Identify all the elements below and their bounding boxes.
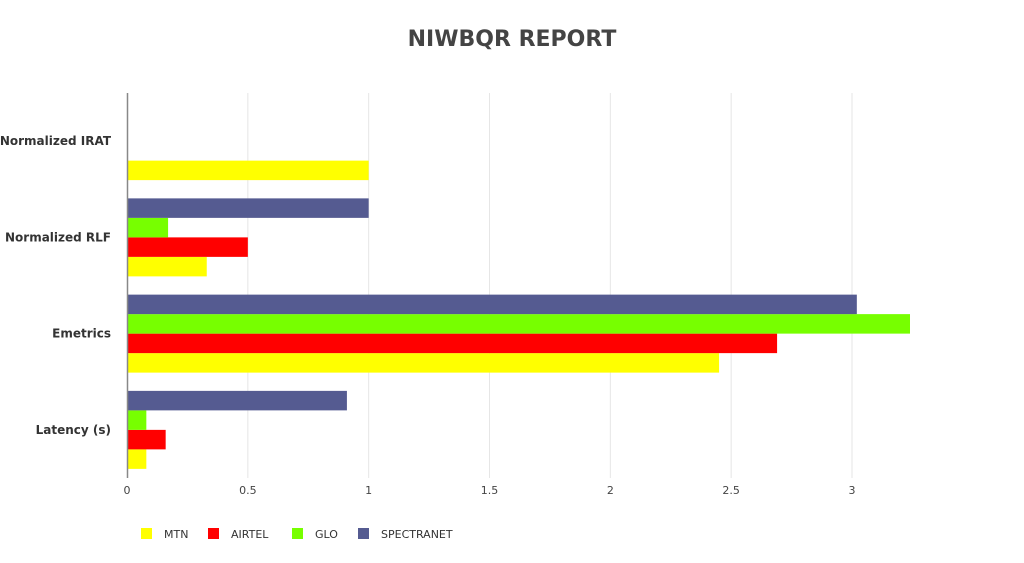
bar-mtn-2[interactable] (127, 256, 207, 277)
bar-spectranet-1[interactable] (127, 294, 857, 315)
bar-mtn-3[interactable] (127, 160, 369, 181)
category-label: Normalized IRAT (0, 134, 112, 148)
bar-glo-0[interactable] (127, 410, 147, 430)
legend-swatch-glo[interactable] (292, 528, 303, 539)
category-label: Latency (s) (36, 423, 111, 437)
bar-mtn-1[interactable] (127, 353, 720, 373)
bar-spectranet-0[interactable] (127, 390, 347, 411)
x-tick-label: 0.5 (239, 484, 257, 497)
chart-title: NIWBQR REPORT (408, 27, 617, 52)
bar-spectranet-2[interactable] (127, 198, 369, 218)
legend-swatch-mtn[interactable] (141, 528, 152, 539)
bar-mtn-0[interactable] (127, 449, 147, 469)
category-label: Emetrics (52, 327, 111, 341)
category-label: Normalized RLF (5, 230, 111, 244)
legend-label-mtn[interactable]: MTN (164, 528, 188, 541)
category-labels: Latency (s) Emetrics Normalized RLF Normali… (0, 134, 112, 437)
bar-airtel-0[interactable] (127, 429, 166, 450)
x-tick-labels: 0 0.5 1 1.5 2 2.5 3 (124, 484, 856, 497)
legend-swatch-spectranet[interactable] (358, 528, 369, 539)
bar-airtel-2[interactable] (127, 237, 248, 257)
x-tick-label: 1 (365, 484, 372, 497)
x-tick-label: 0 (124, 484, 131, 497)
x-tick-label: 1.5 (481, 484, 499, 497)
x-tick-label: 2 (607, 484, 614, 497)
legend-label-airtel[interactable]: AIRTEL (231, 528, 269, 541)
bar-glo-1[interactable] (127, 314, 910, 334)
bar-glo-2[interactable] (127, 217, 169, 238)
legend: MTN AIRTEL GLO SPECTRANET (141, 528, 453, 541)
x-tick-label: 3 (849, 484, 856, 497)
legend-label-spectranet[interactable]: SPECTRANET (381, 528, 453, 541)
grid-layer (247, 93, 853, 478)
legend-swatch-airtel[interactable] (208, 528, 219, 539)
x-tick-label: 2.5 (722, 484, 740, 497)
bar-layer (127, 160, 910, 469)
legend-label-glo[interactable]: GLO (315, 528, 338, 541)
bar-airtel-1[interactable] (127, 333, 778, 354)
